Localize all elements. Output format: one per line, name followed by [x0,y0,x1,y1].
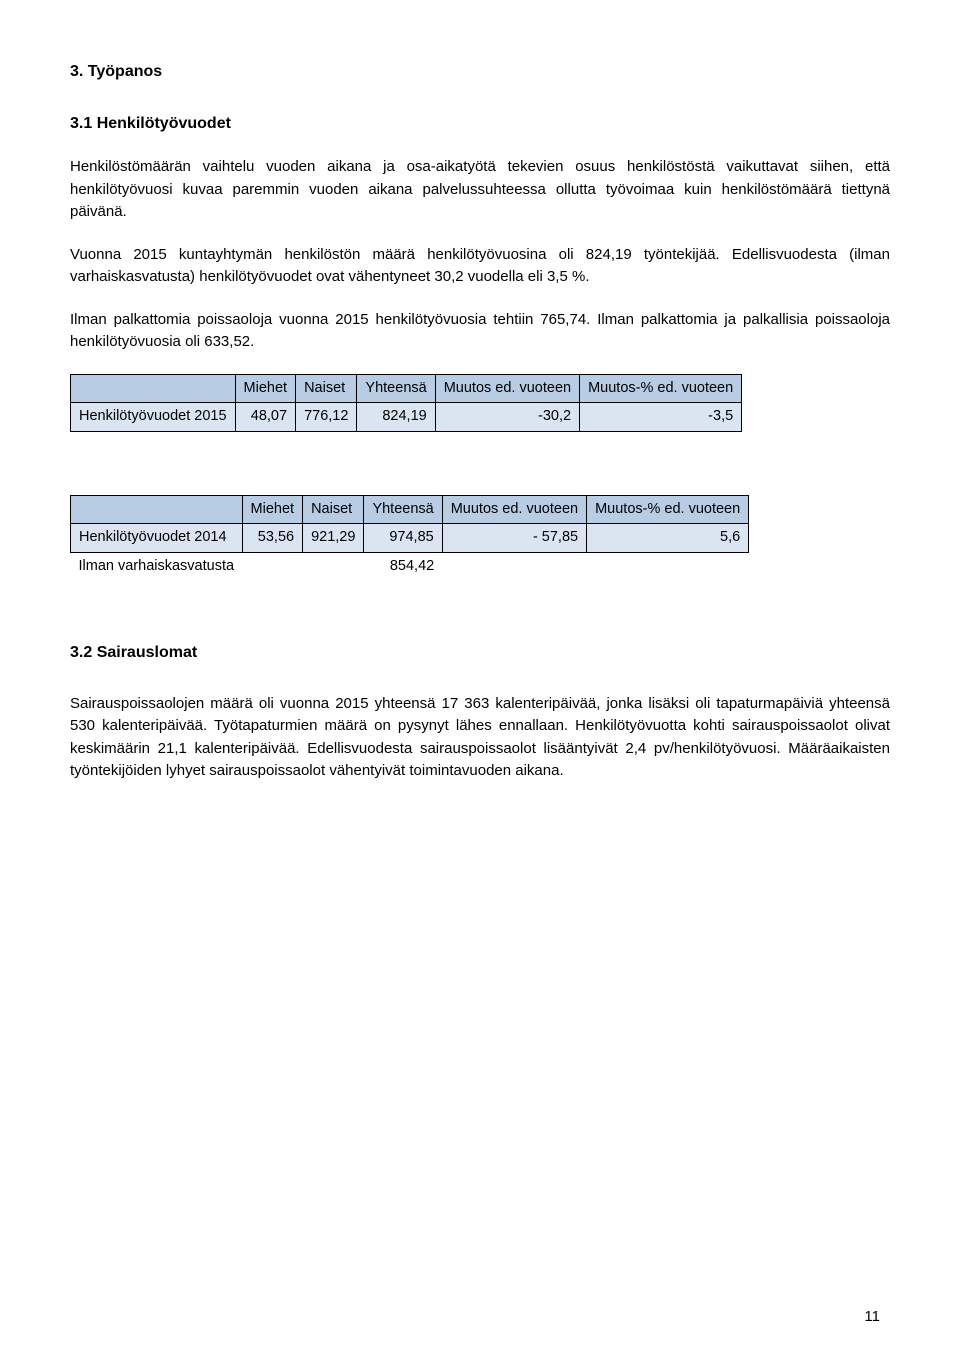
header-cell-naiset: Naiset [303,495,364,524]
cell-muutospct: 5,6 [587,524,749,553]
cell-muutos: - 57,85 [442,524,586,553]
extra-blank3 [442,553,586,581]
cell-muutospct: -3,5 [580,403,742,432]
extra-blank [242,553,303,581]
header-cell-miehet: Miehet [235,374,296,403]
cell-miehet: 48,07 [235,403,296,432]
paragraph-3: Ilman palkattomia poissaoloja vuonna 201… [70,309,890,354]
extra-blank4 [587,553,749,581]
extra-value: 854,42 [364,553,442,581]
table-data-row: Henkilötyövuodet 2014 53,56 921,29 974,8… [71,524,749,553]
page-number: 11 [864,1306,880,1329]
section-heading: 3. Työpanos [70,60,890,84]
paragraph-4: Sairauspoissaolojen määrä oli vuonna 201… [70,693,890,783]
table-header-row: Miehet Naiset Yhteensä Muutos ed. vuotee… [71,374,742,403]
subsection-heading-2: 3.2 Sairauslomat [70,641,890,665]
header-cell-yhteensa: Yhteensä [364,495,442,524]
extra-blank2 [303,553,364,581]
header-cell-muutospct: Muutos-% ed. vuoteen [580,374,742,403]
table-extra-row: Ilman varhaiskasvatusta 854,42 [71,553,749,581]
cell-yhteensa: 974,85 [364,524,442,553]
header-cell-blank [71,374,236,403]
header-cell-yhteensa: Yhteensä [357,374,435,403]
table-2014: Miehet Naiset Yhteensä Muutos ed. vuotee… [70,495,749,581]
subsection-heading-1: 3.1 Henkilötyövuodet [70,112,890,136]
header-cell-naiset: Naiset [296,374,357,403]
header-cell-muutos: Muutos ed. vuoteen [442,495,586,524]
header-cell-blank [71,495,243,524]
cell-yhteensa: 824,19 [357,403,435,432]
table-header-row: Miehet Naiset Yhteensä Muutos ed. vuotee… [71,495,749,524]
cell-naiset: 921,29 [303,524,364,553]
table-2015: Miehet Naiset Yhteensä Muutos ed. vuotee… [70,374,742,433]
paragraph-2: Vuonna 2015 kuntayhtymän henkilöstön mää… [70,244,890,289]
header-cell-muutos: Muutos ed. vuoteen [435,374,579,403]
table-data-row: Henkilötyövuodet 2015 48,07 776,12 824,1… [71,403,742,432]
row-label: Henkilötyövuodet 2015 [71,403,236,432]
header-cell-muutospct: Muutos-% ed. vuoteen [587,495,749,524]
cell-naiset: 776,12 [296,403,357,432]
paragraph-1: Henkilöstömäärän vaihtelu vuoden aikana … [70,156,890,224]
row-label: Henkilötyövuodet 2014 [71,524,243,553]
extra-label: Ilman varhaiskasvatusta [71,553,243,581]
cell-miehet: 53,56 [242,524,303,553]
cell-muutos: -30,2 [435,403,579,432]
header-cell-miehet: Miehet [242,495,303,524]
